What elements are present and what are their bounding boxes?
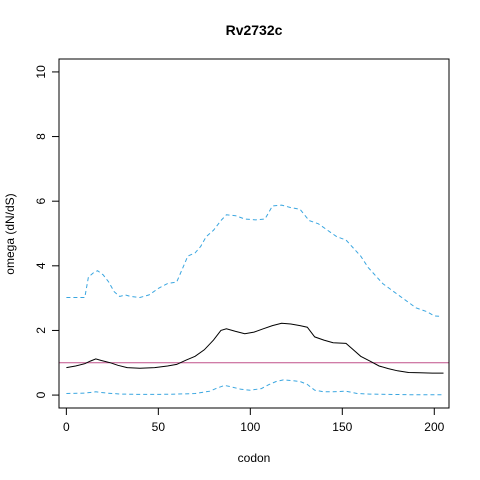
y-tick-label: 4 bbox=[34, 262, 48, 269]
y-axis: 0 2 4 6 8 10 bbox=[34, 65, 60, 398]
x-tick-label: 150 bbox=[332, 420, 352, 434]
y-tick-label: 8 bbox=[34, 133, 48, 140]
series-line-0 bbox=[66, 322, 444, 374]
y-tick-label: 10 bbox=[34, 65, 48, 79]
x-axis: 0 50 100 150 200 bbox=[63, 407, 445, 434]
y-tick-label: 0 bbox=[34, 391, 48, 398]
x-tick-label: 200 bbox=[424, 420, 444, 434]
x-tick-label: 0 bbox=[63, 420, 70, 434]
y-axis-label: omega (dN/dS) bbox=[3, 193, 17, 274]
y-tick-label: 6 bbox=[34, 198, 48, 205]
chart-title: Rv2732c bbox=[226, 22, 283, 38]
plot-area bbox=[59, 204, 449, 396]
y-tick-label: 2 bbox=[34, 327, 48, 334]
plot-frame bbox=[58, 58, 450, 409]
x-tick-label: 100 bbox=[240, 420, 260, 434]
x-tick-label: 50 bbox=[152, 420, 166, 434]
series-line-1 bbox=[66, 204, 442, 317]
x-axis-label: codon bbox=[238, 451, 271, 465]
series-line-2 bbox=[66, 379, 444, 396]
